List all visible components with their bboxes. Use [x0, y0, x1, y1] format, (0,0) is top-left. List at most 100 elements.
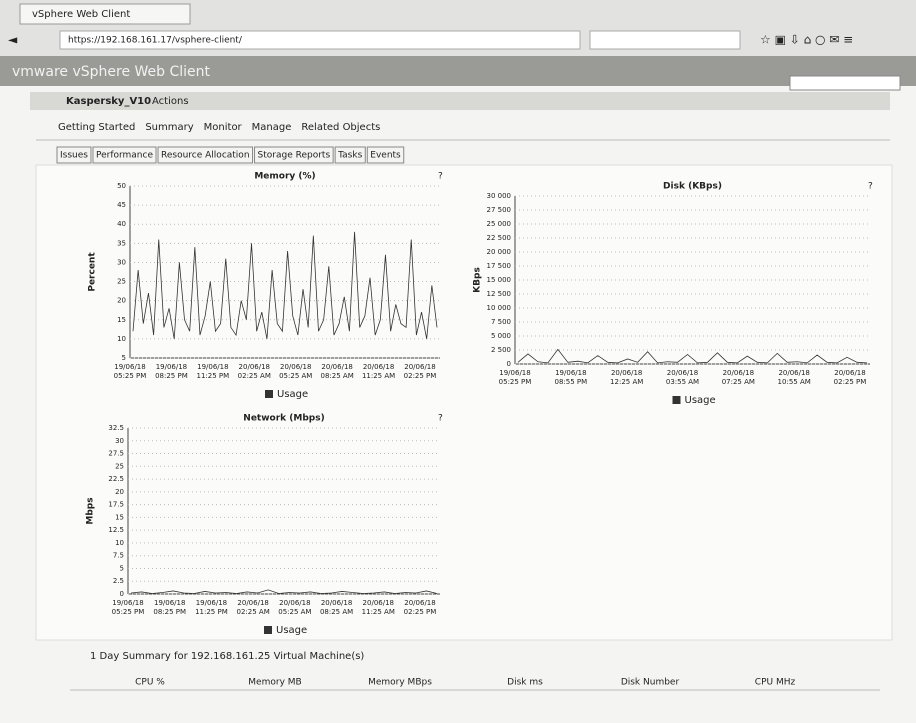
x-tick-label: 02:25 PM	[404, 608, 437, 616]
sub-tab[interactable]: Storage Reports	[258, 151, 331, 161]
legend-swatch[interactable]	[264, 626, 272, 634]
x-tick-label: 20/06/18	[363, 363, 394, 371]
summary-column-header[interactable]: CPU MHz	[755, 678, 796, 688]
sub-tab[interactable]: Tasks	[337, 151, 362, 161]
x-tick-label: 02:25 AM	[237, 608, 270, 616]
actions-menu[interactable]: Actions	[152, 96, 189, 107]
back-button[interactable]: ◄	[8, 33, 18, 47]
nav-tab[interactable]: Monitor	[204, 122, 243, 133]
y-tick-label: 5 000	[491, 332, 511, 340]
x-tick-label: 02:25 PM	[404, 372, 437, 380]
summary-title: 1 Day Summary for 192.168.161.25 Virtual…	[90, 651, 364, 662]
y-tick-label: 22 500	[487, 234, 512, 242]
search-box[interactable]	[590, 31, 740, 49]
y-tick-label: 15	[115, 513, 124, 521]
y-tick-label: 20 000	[487, 248, 512, 256]
toolbar-icons[interactable]: ☆ ▣ ⇩ ⌂ ○ ✉ ≡	[760, 33, 853, 47]
x-tick-label: 20/06/18	[279, 599, 310, 607]
x-tick-label: 11:25 AM	[362, 608, 395, 616]
y-tick-label: 20	[117, 297, 126, 305]
y-tick-label: 15	[117, 316, 126, 324]
x-tick-label: 05:25 PM	[114, 372, 147, 380]
nav-tab[interactable]: Related Objects	[301, 122, 380, 133]
y-tick-label: 27 500	[487, 206, 512, 214]
x-tick-label: 19/06/18	[499, 369, 530, 377]
x-tick-label: 20/06/18	[237, 599, 268, 607]
y-tick-label: 2 500	[491, 346, 511, 354]
x-tick-label: 11:25 PM	[195, 608, 228, 616]
y-tick-label: 2.5	[113, 577, 124, 585]
y-tick-label: 50	[117, 182, 126, 190]
x-tick-label: 19/06/18	[555, 369, 586, 377]
x-tick-label: 20/06/18	[363, 599, 394, 607]
x-tick-label: 20/06/18	[834, 369, 865, 377]
x-tick-label: 20/06/18	[280, 363, 311, 371]
y-tick-label: 10	[117, 335, 126, 343]
x-tick-label: 05:25 AM	[279, 372, 312, 380]
x-tick-label: 10:55 AM	[778, 378, 811, 386]
x-tick-label: 08:25 AM	[321, 372, 354, 380]
app-search[interactable]	[790, 76, 900, 90]
summary-column-header[interactable]: Memory MB	[248, 678, 301, 688]
y-tick-label: 45	[117, 201, 126, 209]
x-tick-label: 11:25 AM	[362, 372, 395, 380]
nav-tab[interactable]: Summary	[145, 122, 193, 133]
x-tick-label: 02:25 AM	[238, 372, 271, 380]
sub-tabs: Issues Performance Resource Allocation Stor…	[57, 147, 404, 163]
x-tick-label: 19/06/18	[114, 363, 145, 371]
sub-tab[interactable]: Resource Allocation	[161, 151, 250, 161]
y-tick-label: 17 500	[487, 262, 512, 270]
sub-tab[interactable]: Performance	[96, 151, 153, 161]
x-tick-label: 20/06/18	[321, 599, 352, 607]
chart-title: Memory (%)	[254, 172, 315, 182]
x-tick-label: 19/06/18	[112, 599, 143, 607]
legend-label: Usage	[276, 625, 307, 636]
chart-title: Disk (KBps)	[663, 182, 722, 192]
y-tick-label: 25 000	[487, 220, 512, 228]
y-tick-label: 10 000	[487, 304, 512, 312]
legend-swatch[interactable]	[265, 390, 273, 398]
legend-label: Usage	[685, 395, 716, 406]
summary-column-header[interactable]: Disk ms	[507, 678, 543, 688]
help-icon[interactable]: ?	[438, 414, 443, 424]
nav-tab[interactable]: Getting Started	[58, 122, 135, 133]
legend-label: Usage	[277, 389, 308, 400]
summary-column-header[interactable]: CPU %	[135, 678, 165, 688]
sub-tab[interactable]: Issues	[60, 151, 88, 161]
summary-column-header[interactable]: Memory MBps	[368, 678, 432, 688]
sub-tab[interactable]: Events	[370, 151, 401, 161]
x-tick-label: 05:25 AM	[278, 608, 311, 616]
y-tick-label: 0	[507, 360, 511, 368]
x-tick-label: 08:55 PM	[554, 378, 587, 386]
y-tick-label: 0	[120, 590, 124, 598]
x-tick-label: 20/06/18	[778, 369, 809, 377]
nav-tabs: Getting Started Summary Monitor Manage Relat…	[58, 122, 380, 133]
y-tick-label: 40	[117, 220, 126, 228]
y-tick-label: 30	[117, 258, 126, 266]
x-tick-label: 20/06/18	[611, 369, 642, 377]
x-tick-label: 20/06/18	[239, 363, 270, 371]
url: https://192.168.161.17/vsphere-client/	[68, 36, 243, 46]
summary-column-header[interactable]: Disk Number	[621, 678, 680, 688]
x-tick-label: 02:25 PM	[834, 378, 867, 386]
screen: vSphere Web Client ◄ https://192.168.161…	[0, 0, 916, 719]
y-tick-label: 12 500	[487, 290, 512, 298]
y-axis-label: Percent	[88, 252, 98, 292]
nav-tab[interactable]: Manage	[252, 122, 292, 133]
help-icon[interactable]: ?	[868, 182, 873, 192]
legend-swatch[interactable]	[673, 396, 681, 404]
y-tick-label: 20	[115, 488, 124, 496]
x-tick-label: 20/06/18	[404, 599, 435, 607]
x-tick-label: 08:25 AM	[320, 608, 353, 616]
x-tick-label: 05:25 PM	[499, 378, 532, 386]
x-tick-label: 12:25 AM	[610, 378, 643, 386]
y-tick-label: 22.5	[108, 475, 124, 483]
y-tick-label: 12.5	[108, 526, 124, 534]
x-tick-label: 19/06/18	[197, 363, 228, 371]
x-tick-label: 19/06/18	[154, 599, 185, 607]
y-tick-label: 7 500	[491, 318, 511, 326]
y-tick-label: 10	[115, 539, 124, 547]
y-tick-label: 30	[115, 437, 124, 445]
y-tick-label: 35	[117, 239, 126, 247]
help-icon[interactable]: ?	[438, 172, 443, 182]
